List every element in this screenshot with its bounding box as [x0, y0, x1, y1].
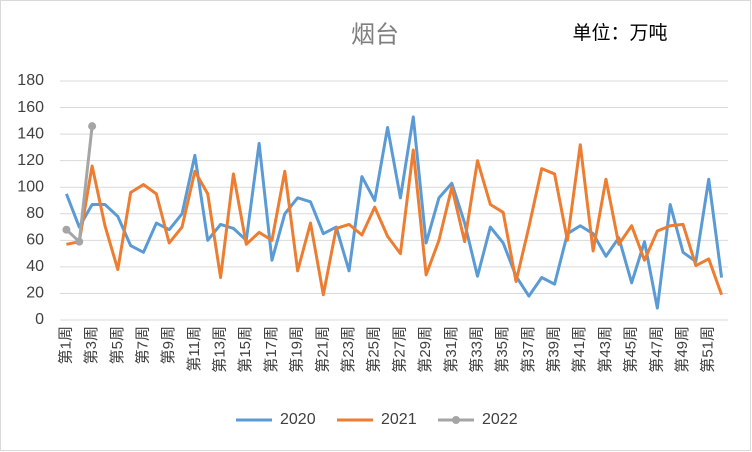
- legend-marker: [452, 416, 460, 424]
- x-tick-label: 第49周: [673, 326, 691, 373]
- legend-label: 2022: [482, 411, 518, 428]
- y-tick-label: 40: [26, 258, 44, 275]
- series-line: [65, 115, 724, 310]
- x-tick-label: 第7周: [133, 326, 151, 364]
- x-tick-label: 第1周: [56, 326, 74, 364]
- y-tick-label: 180: [17, 72, 44, 89]
- x-tick-label: 第35周: [493, 326, 511, 373]
- y-tick-label: 140: [17, 125, 44, 142]
- x-tick-label: 第43周: [596, 326, 614, 373]
- legend-label: 2020: [280, 411, 316, 428]
- y-tick-label: 20: [26, 285, 44, 302]
- x-tick-label: 第37周: [519, 326, 537, 373]
- x-tick-label: 第3周: [82, 326, 100, 364]
- legend-label: 2021: [381, 411, 417, 428]
- y-tick-label: 60: [26, 232, 44, 249]
- y-tick-label: 100: [17, 178, 44, 195]
- x-tick-label: 第45周: [622, 326, 640, 373]
- y-tick-label: 0: [35, 311, 44, 328]
- chart-title: 烟台: [351, 21, 399, 48]
- point-marker: [75, 237, 84, 246]
- x-tick-label: 第11周: [185, 326, 203, 372]
- y-tick-label: 80: [26, 205, 44, 222]
- x-tick-label: 第51周: [699, 326, 717, 373]
- x-tick-label: 第17周: [262, 326, 280, 373]
- point-marker: [62, 225, 71, 234]
- x-tick-label: 第15周: [236, 326, 254, 373]
- x-tick-label: 第31周: [442, 326, 460, 373]
- x-tick-label: 第39周: [545, 326, 563, 373]
- x-tick-label: 第47周: [647, 326, 665, 373]
- y-tick-label: 120: [17, 152, 44, 169]
- x-tick-label: 第25周: [365, 326, 383, 373]
- x-tick-label: 第5周: [108, 326, 126, 364]
- x-tick-label: 第23周: [339, 326, 357, 373]
- x-tick-label: 第33周: [467, 326, 485, 373]
- x-tick-label: 第13周: [211, 326, 229, 373]
- x-tick-label: 第27周: [390, 326, 408, 373]
- x-tick-label: 第41周: [570, 326, 588, 373]
- point-marker: [88, 122, 97, 131]
- x-tick-label: 第9周: [159, 326, 177, 364]
- x-tick-label: 第21周: [313, 326, 331, 373]
- y-tick-label: 160: [17, 99, 44, 116]
- x-tick-label: 第29周: [416, 326, 434, 373]
- x-tick-label: 第19周: [288, 326, 306, 373]
- unit-note: 单位：万吨: [572, 22, 667, 44]
- series-line: [66, 143, 723, 297]
